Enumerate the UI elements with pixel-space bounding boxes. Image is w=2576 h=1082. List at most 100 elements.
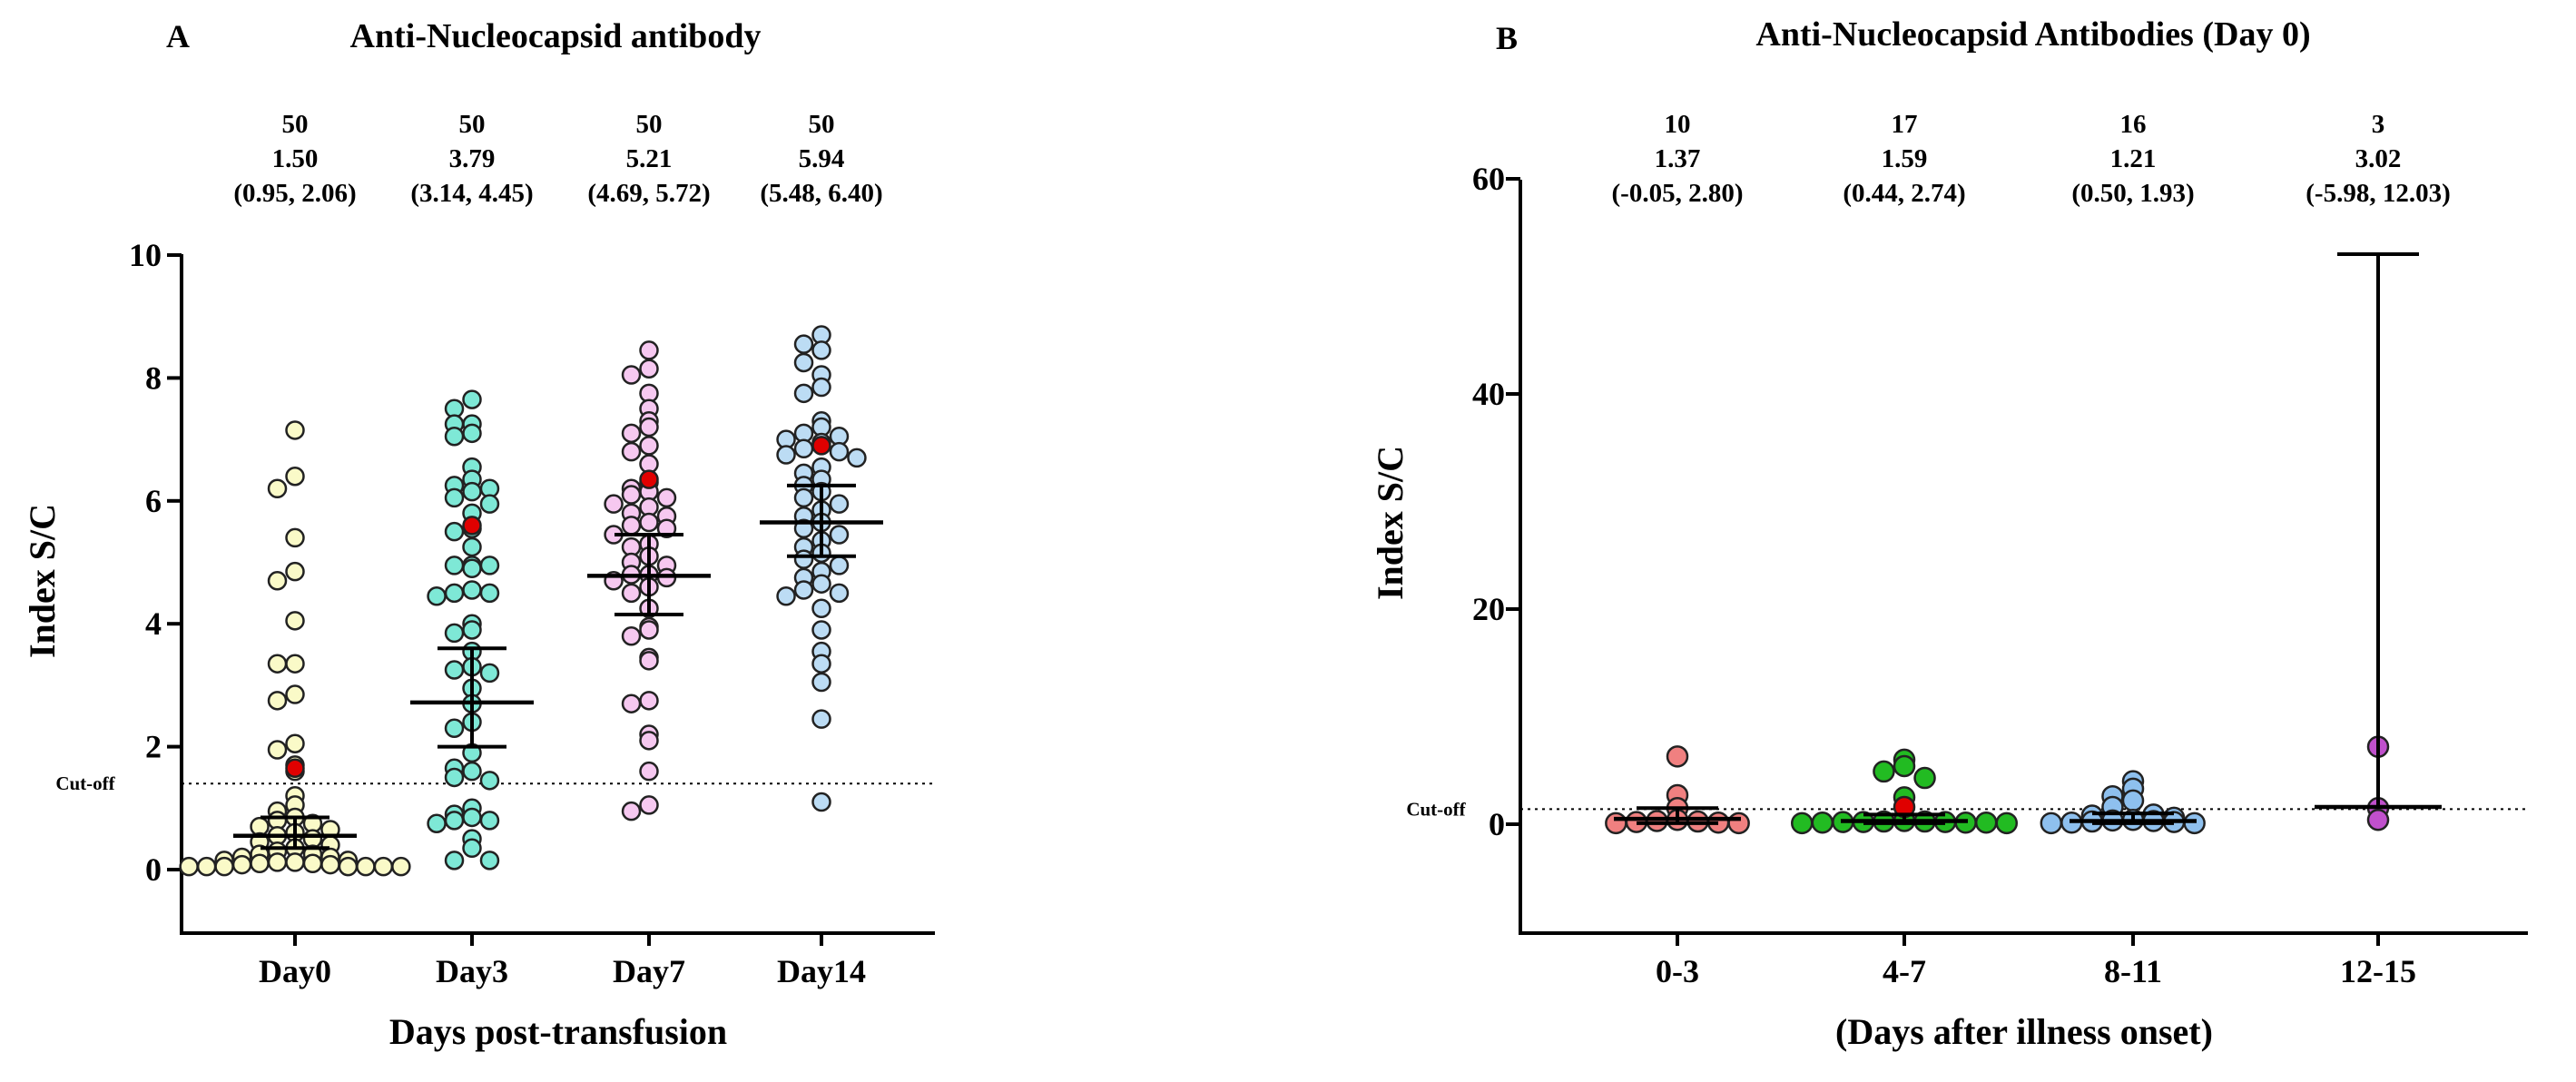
annotation-mean: 1.59 (1882, 144, 1928, 173)
data-point (285, 611, 305, 631)
annotation-n: 50 (636, 110, 663, 139)
data-point (829, 441, 850, 462)
data-point (811, 620, 831, 640)
x-tick-label: Day0 (259, 953, 331, 989)
data-point (267, 571, 288, 591)
x-tick-label: Day3 (436, 953, 508, 989)
y-tick-label: 8 (145, 359, 162, 396)
data-point (196, 856, 217, 877)
chart-title: Anti-Nucleocapsid Antibodies (Day 0) (1755, 15, 2310, 54)
data-point (479, 811, 500, 831)
data-point (285, 561, 305, 582)
data-point (639, 731, 659, 751)
x-tick-label: Day7 (613, 953, 685, 989)
annotation-ci: (-5.98, 12.03) (2306, 179, 2450, 208)
data-point (285, 654, 305, 674)
y-tick-label: 6 (145, 483, 162, 519)
data-point (793, 334, 814, 354)
data-point (462, 620, 482, 640)
panel-letter: A (166, 18, 190, 54)
data-point (462, 558, 482, 579)
x-tick-label: 0-3 (1656, 953, 1699, 989)
y-tick-label: 0 (1489, 806, 1505, 842)
data-point (639, 620, 659, 640)
data-point (639, 691, 659, 711)
data-point (604, 494, 624, 514)
data-point (302, 853, 323, 873)
data-point (639, 651, 659, 671)
data-point (793, 352, 814, 373)
highlight-point (639, 469, 659, 489)
annotation-mean: 1.37 (1655, 144, 1701, 173)
data-point (639, 340, 659, 360)
data-point (2040, 812, 2063, 835)
data-point (621, 441, 642, 462)
data-point (479, 771, 500, 791)
data-point (214, 856, 234, 877)
data-point (479, 556, 500, 575)
data-point (1995, 812, 2018, 835)
data-point (179, 856, 199, 877)
y-axis-title: Index S/C (1370, 446, 1411, 600)
annotation-mean: 3.02 (2355, 144, 2402, 173)
annotation-ci: (5.48, 6.40) (760, 179, 882, 208)
annotation-ci: (4.69, 5.72) (587, 179, 710, 208)
data-point (776, 445, 796, 465)
data-point (444, 426, 465, 447)
data-point (829, 556, 850, 575)
x-axis-title: (Days after illness onset) (1835, 1011, 2213, 1052)
y-tick-label: 2 (145, 729, 162, 765)
data-point (829, 583, 850, 604)
data-point (621, 423, 642, 444)
data-point (462, 536, 482, 557)
data-point (793, 487, 814, 508)
data-point (231, 854, 252, 875)
data-point (267, 691, 288, 711)
data-point (793, 383, 814, 404)
chart-title: Anti-Nucleocapsid antibody (350, 17, 762, 55)
annotation-n: 50 (809, 110, 835, 139)
data-point (391, 856, 411, 877)
annotation-ci: (0.44, 2.74) (1843, 179, 1965, 208)
data-point (1893, 754, 1916, 778)
data-point (1666, 745, 1689, 768)
data-point (267, 740, 288, 760)
data-point (320, 854, 340, 875)
annotation-n: 10 (1665, 110, 1691, 139)
annotation-n: 17 (1892, 110, 1918, 139)
data-point (338, 856, 359, 877)
data-point (811, 574, 831, 594)
data-point (621, 583, 642, 604)
data-point (639, 417, 659, 438)
data-point (639, 795, 659, 815)
y-tick-label: 40 (1472, 376, 1505, 412)
data-point (2121, 789, 2145, 812)
data-point (1811, 811, 1834, 834)
data-point (1791, 812, 1814, 835)
data-point (444, 556, 465, 575)
data-point (621, 485, 642, 505)
data-point (621, 516, 642, 536)
data-point (639, 512, 659, 533)
data-point (811, 709, 831, 729)
data-point (829, 525, 850, 545)
data-point (267, 478, 288, 499)
annotation-ci: (0.95, 2.06) (233, 179, 356, 208)
annotation-ci: (0.50, 1.93) (2071, 179, 2194, 208)
y-tick-label: 60 (1472, 161, 1505, 197)
annotation-mean: 1.50 (272, 144, 319, 173)
data-point (656, 518, 677, 539)
annotation-mean: 1.21 (2110, 144, 2157, 173)
data-point (462, 481, 482, 502)
panel-letter: B (1496, 20, 1518, 56)
highlight-point (462, 516, 482, 536)
data-point (793, 580, 814, 600)
x-tick-label: Day14 (777, 953, 866, 989)
annotation-mean: 5.94 (799, 144, 845, 173)
data-point (427, 813, 447, 833)
annotation-n: 16 (2120, 110, 2147, 139)
annotation-mean: 5.21 (626, 144, 673, 173)
data-point (811, 340, 831, 360)
data-point (285, 684, 305, 704)
